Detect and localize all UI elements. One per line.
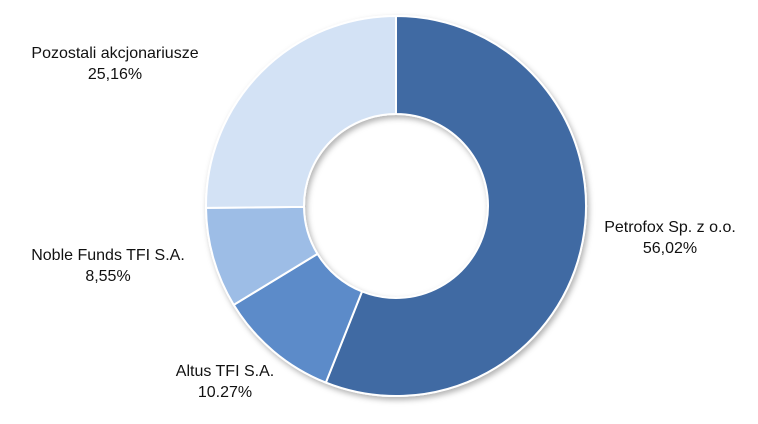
slice-value-label: 10.27% (198, 384, 252, 401)
slice-label: Altus TFI S.A. (176, 363, 274, 380)
slice-value-label: 56,02% (643, 240, 697, 257)
slice-label: Noble Funds TFI S.A. (31, 247, 185, 264)
slice-label: Petrofox Sp. z o.o. (604, 219, 736, 236)
slice-label: Pozostali akcjonariusze (31, 45, 198, 62)
slice-value-label: 8,55% (85, 268, 130, 285)
slice-value-label: 25,16% (88, 66, 142, 83)
donut-slice (324, 14, 587, 397)
donut-slice (205, 14, 397, 209)
donut (204, 14, 587, 397)
